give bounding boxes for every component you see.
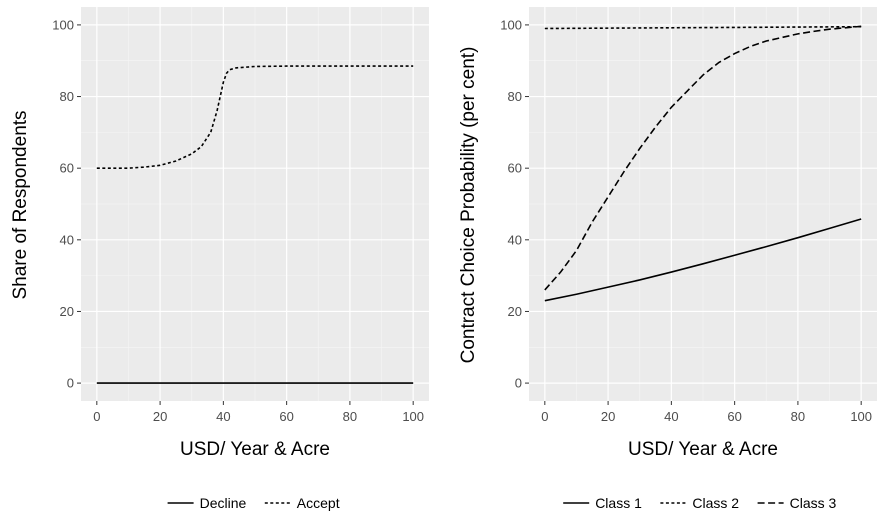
right-legend-label-class-3: Class 3 [790,495,837,511]
left-x-tick-label: 60 [279,409,293,424]
left-y-tick-label: 60 [60,161,74,176]
right-x-tick-label: 0 [541,409,548,424]
left-y-tick-label: 80 [60,89,74,104]
right-x-axis-title: USD/ Year & Acre [628,439,778,460]
right-y-tick-label: 80 [508,89,522,104]
left-x-tick-label: 40 [216,409,230,424]
right-y-tick-label: 60 [508,161,522,176]
right-x-tick-label: 40 [664,409,678,424]
left-x-tick-label: 20 [153,409,167,424]
left-legend-label-accept: Accept [297,495,340,511]
right-x-tick-label: 60 [727,409,741,424]
right-y-tick-label: 40 [508,232,522,247]
right-x-tick-label: 20 [601,409,615,424]
right-y-tick-label: 20 [508,304,522,319]
right-series-line-class-3 [544,25,862,291]
right-legend-label-class-2: Class 2 [692,495,739,511]
left-x-axis-title: USD/ Year & Acre [180,439,330,460]
right-y-tick-label: 0 [515,376,522,391]
left-legend-label-decline: Decline [200,495,247,511]
left-y-tick-label: 0 [67,376,74,391]
right-chart-panel: 0 20 40 60 80 100 0 20 40 60 80 100 [500,7,877,424]
right-x-tick-label: 80 [791,409,805,424]
left-chart-panel: 0 20 40 60 80 100 0 20 40 60 80 100 [52,7,429,424]
right-legend: Class 1 Class 2 Class 3 [563,495,836,511]
left-y-tick-label: 100 [52,17,74,32]
right-y-axis-title: Contract Choice Probability (per cent) [458,47,479,364]
left-legend: Decline Accept [167,495,340,511]
left-series-line-accept [96,65,414,169]
right-series-line-class-1 [544,218,862,302]
left-x-tick-label: 80 [343,409,357,424]
left-x-tick-label: 100 [402,409,424,424]
left-y-axis-title: Share of Respondents [10,110,31,299]
right-y-tick-label: 100 [500,17,522,32]
left-y-tick-label: 40 [60,232,74,247]
right-x-tick-label: 100 [850,409,872,424]
left-x-tick-label: 0 [93,409,100,424]
left-y-tick-label: 20 [60,304,74,319]
right-legend-label-class-1: Class 1 [595,495,642,511]
